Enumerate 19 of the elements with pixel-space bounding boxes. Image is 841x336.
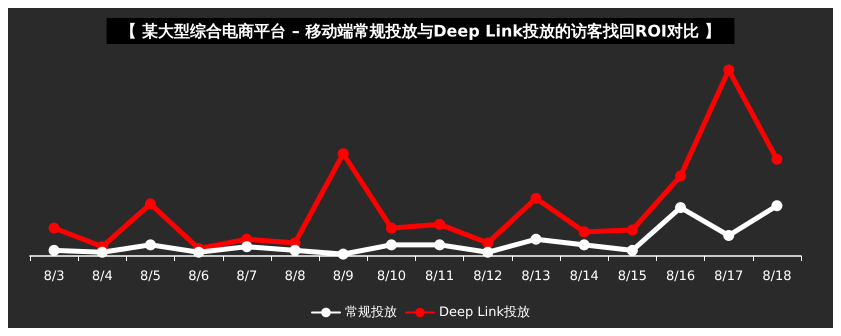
x-tick-label: 8/8 — [284, 269, 306, 284]
x-tick-label: 8/13 — [521, 269, 551, 284]
x-tick-label: 8/4 — [92, 269, 113, 284]
x-tick-label: 8/15 — [618, 269, 647, 284]
x-tick-label: 8/14 — [570, 269, 599, 284]
x-tick-label: 8/6 — [188, 269, 210, 284]
x-tick-label: 8/18 — [762, 269, 792, 284]
x-tick-label: 8/9 — [332, 269, 354, 284]
x-tick-label: 8/5 — [140, 269, 161, 284]
x-tick-label: 8/16 — [666, 269, 696, 284]
legend-label: 常规投放 — [344, 305, 397, 320]
x-tick-label: 8/11 — [424, 269, 454, 284]
legend-label: Deep Link投放 — [438, 305, 530, 320]
x-tick-label: 8/12 — [473, 269, 502, 284]
x-tick-label: 8/10 — [376, 269, 406, 284]
chart-title: 【 某大型综合电商平台 – 移动端常规投放与Deep Link投放的访客找回ROI对比 】 — [120, 22, 720, 40]
x-tick-label: 8/17 — [714, 269, 744, 284]
x-tick-label: 8/7 — [236, 269, 258, 284]
x-tick-label: 8/3 — [44, 269, 65, 284]
